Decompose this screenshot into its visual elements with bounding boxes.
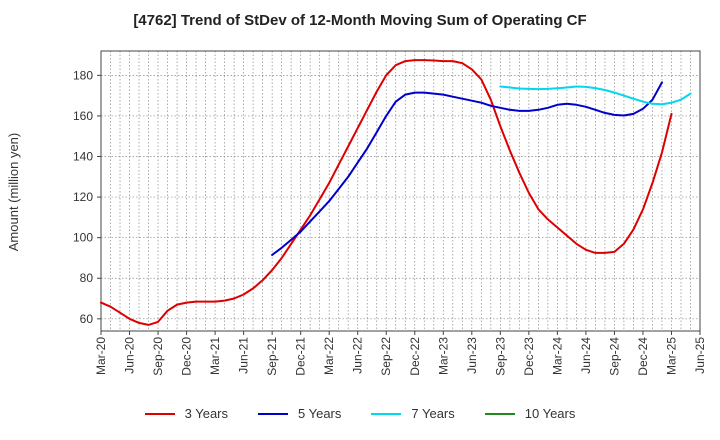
- x-tick-label: Jun-25: [693, 337, 707, 374]
- grid: [101, 51, 700, 331]
- series-line-3-years: [100, 59, 673, 326]
- x-tick-label: Mar-20: [94, 337, 108, 375]
- legend-item: 5 Years: [258, 406, 341, 421]
- x-tick-label: Sep-23: [493, 337, 507, 376]
- series-lines: [100, 59, 692, 326]
- plot-area: [101, 51, 700, 331]
- chart-title: [4762] Trend of StDev of 12-Month Moving…: [133, 12, 587, 29]
- x-tick-label: Jun-20: [123, 337, 137, 374]
- x-tick-label: Mar-25: [664, 337, 678, 375]
- y-tick-label: 120: [73, 190, 93, 204]
- y-tick-label: 180: [73, 68, 93, 82]
- x-tick-label: Jun-23: [465, 337, 479, 374]
- x-tick-label: Sep-22: [379, 337, 393, 376]
- y-tick-label: 160: [73, 109, 93, 123]
- legend-swatch: [371, 412, 402, 415]
- legend-swatch: [484, 412, 515, 415]
- x-tick-label: Sep-24: [607, 337, 621, 376]
- x-tick-label: Mar-21: [208, 337, 222, 375]
- y-tick-label: 80: [80, 271, 94, 285]
- x-tick-label: Mar-23: [436, 337, 450, 375]
- x-tick-label: Mar-24: [550, 337, 564, 375]
- legend-swatch: [258, 412, 288, 415]
- x-axis: Mar-20 Jun-20 Sep-20 Dec-20 Mar-21 Jun-21 Sep-…: [94, 331, 707, 376]
- legend-label: 3 Years: [184, 406, 228, 421]
- legend-label: 7 Years: [411, 406, 455, 421]
- legend-label: 5 Years: [298, 406, 342, 421]
- y-tick-label: 140: [73, 150, 93, 164]
- y-tick-label: 100: [73, 231, 93, 245]
- x-tick-label: Sep-20: [151, 337, 165, 376]
- x-tick-label: Dec-23: [522, 337, 536, 376]
- x-tick-label: Jun-22: [351, 337, 365, 374]
- legend-swatch: [144, 412, 175, 415]
- x-tick-label: Dec-20: [180, 337, 194, 376]
- x-tick-label: Sep-21: [265, 337, 279, 376]
- legend-label: 10 Years: [524, 406, 576, 421]
- series-line-7-years: [499, 85, 692, 106]
- series-line-5-years: [271, 81, 663, 256]
- x-tick-label: Dec-21: [294, 337, 308, 376]
- y-axis-label: Amount (million yen): [6, 133, 21, 252]
- y-axis: 60 80 100 120 140 160 180: [73, 68, 101, 326]
- legend-item: 7 Years: [371, 406, 455, 421]
- legend-item: 10 Years: [484, 406, 576, 421]
- legend: 3 Years 5 Years 7 Years 10 Years: [0, 406, 720, 421]
- x-tick-label: Dec-22: [408, 337, 422, 376]
- plot-frame: [100, 50, 701, 332]
- legend-item: 3 Years: [144, 406, 228, 421]
- x-tick-label: Dec-24: [636, 337, 650, 376]
- x-tick-label: Jun-21: [237, 337, 251, 374]
- x-tick-label: Jun-24: [579, 337, 593, 374]
- x-tick-label: Mar-22: [322, 337, 336, 375]
- y-tick-label: 60: [80, 312, 94, 326]
